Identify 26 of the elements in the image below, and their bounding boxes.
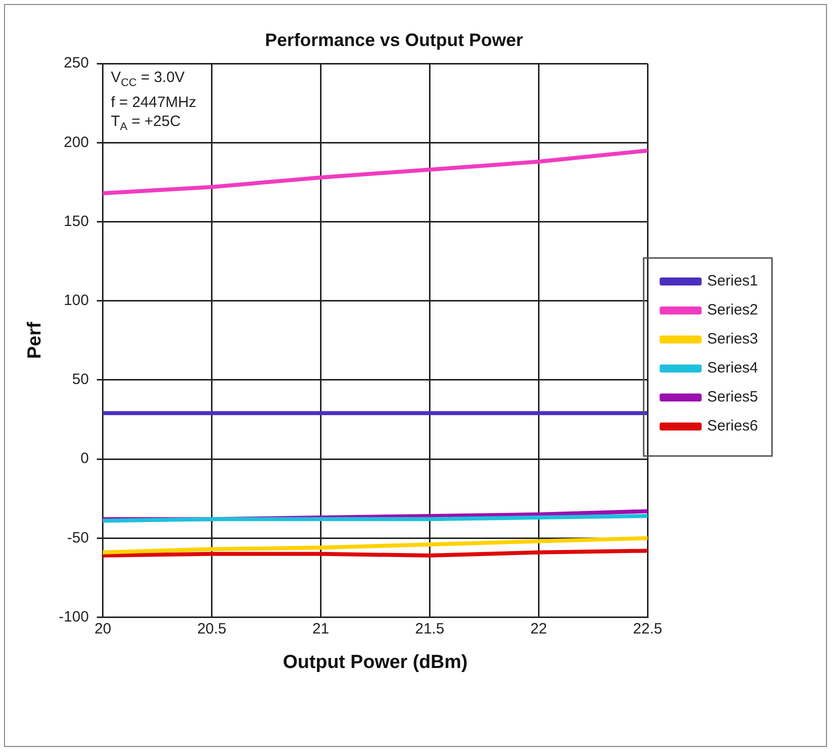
y-tick-label: 250: [64, 54, 89, 72]
x-tick-label: 21: [312, 620, 330, 638]
chart-title: Performance vs Output Power: [264, 30, 524, 50]
legend-label: Series3: [707, 330, 758, 348]
x-tick-label: 20: [94, 620, 112, 638]
y-tick-label: 50: [72, 371, 89, 388]
x-tick-label: 22: [530, 620, 548, 638]
y-axis-title: Perf: [24, 321, 46, 359]
annotation: f = 2447MHz: [108, 92, 200, 112]
legend-label: Series5: [707, 388, 758, 406]
y-tick-label: 200: [64, 134, 89, 151]
x-tick-label: 20.5: [197, 620, 226, 638]
y-tick-label: -50: [67, 529, 89, 546]
annotation: V$_{CC}$ = 3.0V: [108, 68, 188, 93]
x-tick-label: 22.5: [633, 620, 662, 638]
y-tick-label: 0: [80, 450, 89, 468]
legend-label: Series1: [707, 272, 758, 290]
y-tick-label: 150: [64, 212, 89, 230]
legend-label: Series6: [707, 418, 758, 435]
legend-label: Series4: [707, 360, 758, 377]
annotation: T$_{A}$ = +25C: [108, 112, 184, 137]
legend-label: Series2: [707, 302, 758, 319]
x-axis-title: Output Power (dBm): [282, 652, 468, 673]
x-tick-label: 21.5: [415, 620, 444, 638]
y-tick-label: -100: [58, 608, 89, 626]
y-tick-label: 100: [64, 292, 89, 309]
